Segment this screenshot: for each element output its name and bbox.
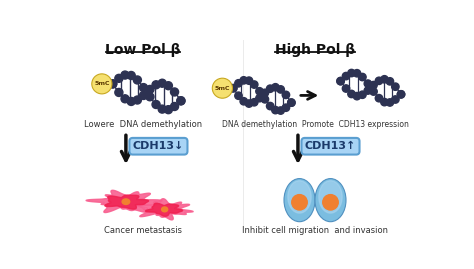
Circle shape [171,102,179,111]
Circle shape [240,98,247,105]
Circle shape [256,87,263,95]
Text: Inhibit cell migration  and invasion: Inhibit cell migration and invasion [242,226,388,235]
Circle shape [288,99,295,106]
Circle shape [370,82,377,89]
Circle shape [342,72,350,80]
Circle shape [364,87,372,94]
Circle shape [109,80,117,88]
Circle shape [146,86,154,93]
Circle shape [158,79,166,87]
Text: Cancer metastasis: Cancer metastasis [104,226,182,235]
Circle shape [152,81,160,89]
Circle shape [277,107,284,114]
Circle shape [139,84,147,92]
Circle shape [133,96,141,104]
Circle shape [235,92,242,100]
Circle shape [282,91,290,98]
Ellipse shape [315,179,346,222]
Circle shape [348,69,355,77]
Circle shape [348,90,355,98]
Circle shape [353,93,361,100]
Circle shape [266,102,274,110]
Circle shape [364,80,372,87]
Circle shape [392,83,399,90]
Circle shape [277,86,284,93]
Circle shape [229,84,237,92]
Ellipse shape [162,207,168,212]
Circle shape [342,85,350,92]
Circle shape [392,96,399,103]
Circle shape [152,101,160,108]
Circle shape [261,89,269,97]
Circle shape [337,77,344,85]
Text: High Pol β: High Pol β [275,43,355,57]
Ellipse shape [122,199,130,204]
Circle shape [282,104,290,111]
Circle shape [251,98,258,106]
Circle shape [288,99,295,106]
Circle shape [370,88,377,95]
Polygon shape [146,203,182,216]
Circle shape [359,91,366,98]
Polygon shape [135,199,193,220]
Circle shape [115,89,123,97]
Circle shape [256,94,263,102]
Circle shape [127,72,135,79]
Ellipse shape [319,181,342,213]
Circle shape [92,74,112,94]
Circle shape [121,71,129,79]
Circle shape [164,82,173,90]
Text: Low Pol β: Low Pol β [105,43,181,57]
Circle shape [337,77,344,85]
Circle shape [121,95,129,103]
Circle shape [245,100,253,107]
Ellipse shape [288,181,311,213]
Circle shape [158,105,166,113]
Circle shape [323,194,338,210]
Circle shape [272,107,279,114]
Circle shape [386,78,393,85]
Circle shape [381,98,388,106]
Circle shape [235,80,242,87]
Circle shape [229,84,237,92]
Circle shape [171,88,179,96]
Circle shape [397,91,405,98]
Polygon shape [105,195,148,209]
Circle shape [177,97,185,105]
Text: Lowere  DNA demethylation: Lowere DNA demethylation [84,120,202,129]
Circle shape [292,194,307,210]
Polygon shape [86,190,162,213]
Text: CDH13↓: CDH13↓ [133,141,184,151]
Circle shape [146,93,154,101]
Circle shape [127,97,135,105]
Circle shape [240,77,247,84]
Circle shape [212,78,232,98]
Text: DNA demethylation  Promote  CDH13 expression: DNA demethylation Promote CDH13 expressi… [221,120,409,129]
Circle shape [139,91,147,100]
Circle shape [375,77,383,84]
Circle shape [245,77,253,84]
Circle shape [375,94,383,102]
Circle shape [261,95,269,103]
Circle shape [266,85,274,92]
Text: 5mC: 5mC [215,86,230,91]
Circle shape [359,73,366,81]
Circle shape [272,84,279,91]
Circle shape [115,74,123,82]
Text: 5mC: 5mC [94,81,109,86]
Circle shape [177,97,185,105]
Circle shape [164,106,173,114]
Circle shape [133,76,141,84]
Circle shape [353,70,361,77]
Circle shape [386,99,393,106]
Circle shape [109,80,117,88]
Circle shape [381,76,388,83]
Ellipse shape [284,179,315,222]
Circle shape [397,91,405,98]
Circle shape [251,81,258,88]
Text: CDH13↑: CDH13↑ [305,141,356,151]
